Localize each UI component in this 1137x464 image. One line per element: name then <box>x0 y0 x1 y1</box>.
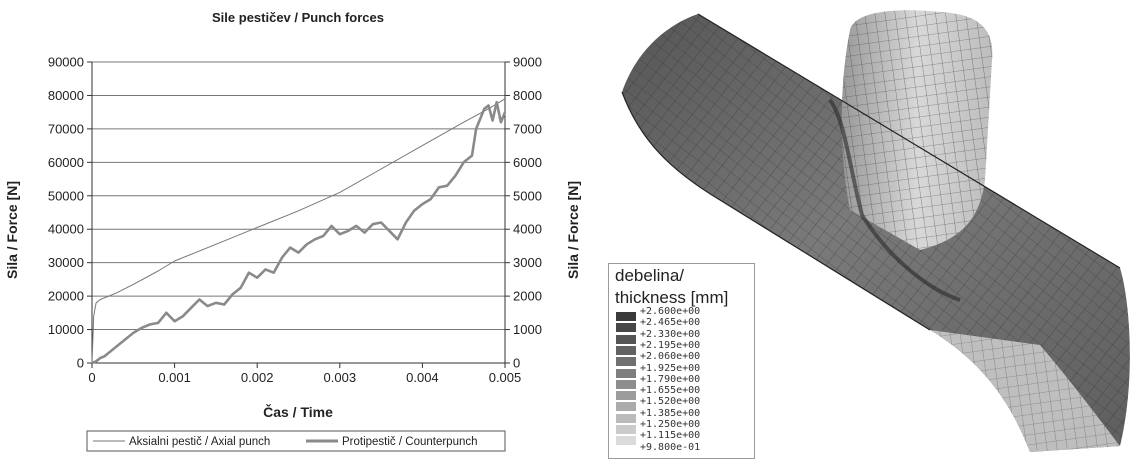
thickness-tick-10: +1.385e+00 <box>640 407 701 419</box>
y-tick-label-left: 80000 <box>48 88 84 103</box>
thickness-swatch-1 <box>616 312 636 321</box>
thickness-swatch-8 <box>616 391 636 401</box>
y-tick-label-left: 0 <box>77 356 84 371</box>
y-tick-label-right: 6000 <box>513 155 542 170</box>
y-ticks-left: 0 10000 20000 30000 40000 50000 60000 70000 8000… <box>48 55 84 371</box>
y-tick-label-left: 60000 <box>48 155 84 170</box>
thickness-tick-9: +1.520e+00 <box>640 396 701 408</box>
punch-forces-chart: Sile pestičev / Punch forces 0 10000 20000… <box>4 10 581 452</box>
thickness-tick-8: +1.655e+00 <box>640 385 701 397</box>
series-lines <box>91 98 507 365</box>
legend-label-axial: Aksialni pestič / Axial punch <box>129 436 270 448</box>
thickness-legend-title-1: debelina/ <box>615 266 685 285</box>
thickness-tick-6: +1.925e+00 <box>640 362 701 374</box>
grid-lines <box>92 61 505 331</box>
thickness-tick-7: +1.790e+00 <box>640 373 701 385</box>
thickness-tick-2: +2.465e+00 <box>640 317 701 329</box>
fem-thickness-render <box>600 0 1137 459</box>
y-tick-label-right: 3000 <box>513 255 542 270</box>
thickness-tick-11: +1.250e+00 <box>640 419 701 430</box>
y-tick-label-right: 8000 <box>513 88 542 103</box>
y-tick-label-left: 10000 <box>48 322 84 337</box>
x-tick-label: 0 <box>88 370 95 385</box>
thickness-swatch-3 <box>616 334 636 344</box>
x-tick-label: 0.005 <box>489 370 522 385</box>
thickness-swatch-9 <box>616 402 636 412</box>
axes <box>87 61 510 368</box>
thickness-tick-12: +1.115e+00 <box>640 430 701 442</box>
y-tick-label-right: 2000 <box>513 289 542 304</box>
thickness-swatch-2 <box>616 323 636 333</box>
thickness-tick-13: +9.800e-01 <box>640 441 701 453</box>
x-tick-label: 0.001 <box>158 370 191 385</box>
y-tick-label-left: 30000 <box>48 255 84 270</box>
thickness-tick-4: +2.195e+00 <box>640 339 701 351</box>
chart-svg: Sile pestičev / Punch forces 01000020000… <box>4 10 581 452</box>
y-axis-label-left: Sila / Force [N] <box>4 181 20 279</box>
thickness-swatch-11 <box>616 425 636 434</box>
chart-title: Sile pestičev / Punch forces <box>212 10 384 25</box>
thickness-legend: debelina/ thickness [mm] +2.600e+00 +2.4… <box>608 263 755 459</box>
x-ticks: 0 0.001 0.002 0.003 0.004 0.005 <box>88 370 521 385</box>
y-tick-label-right: 9000 <box>513 55 542 70</box>
thickness-swatch-4 <box>616 345 636 355</box>
y-axis-label-right: Sila / Force [N] <box>565 181 581 279</box>
y-tick-label-right: 4000 <box>513 222 542 237</box>
thickness-swatch-6 <box>616 368 636 378</box>
legend-frame <box>86 430 506 452</box>
y-tick-label-left: 20000 <box>48 289 84 304</box>
branch-seam <box>828 98 961 302</box>
y-tick-label-left: 50000 <box>48 188 84 203</box>
x-tick-label: 0.002 <box>241 370 274 385</box>
y-tick-label-right: 1000 <box>513 322 542 337</box>
x-tick-label: 0.004 <box>406 370 439 385</box>
series-counterpunch <box>91 100 507 365</box>
series-axial-punch <box>91 98 506 364</box>
y-ticks-right: 0 1000 2000 3000 4000 5000 6000 7000 8000 9000 <box>513 55 542 371</box>
chart-legend: Aksialni pestič / Axial punch Protipesti… <box>86 430 506 452</box>
thickness-swatch-5 <box>616 357 636 367</box>
thickness-tick-3: +2.330e+00 <box>640 328 701 340</box>
legend-label-counter: Protipestič / Counterpunch <box>342 436 478 448</box>
y-tick-label-left: 40000 <box>48 222 84 237</box>
y-tick-label-right: 5000 <box>513 188 542 203</box>
x-tick-label: 0.003 <box>324 370 357 385</box>
y-tick-label-right: 0 <box>513 356 520 371</box>
thickness-tick-5: +2.060e+00 <box>640 351 701 363</box>
thickness-swatch-10 <box>616 413 636 423</box>
y-tick-label-left: 70000 <box>48 121 84 136</box>
thickness-swatch-12 <box>616 436 636 446</box>
y-tick-label-left: 90000 <box>48 55 84 70</box>
tee-tube-mesh <box>621 10 1130 452</box>
y-tick-label-right: 7000 <box>513 121 542 136</box>
thickness-swatch-7 <box>616 379 636 389</box>
x-axis-label: Čas / Time <box>263 403 333 420</box>
thickness-tick-1: +2.600e+00 <box>640 306 701 317</box>
thickness-legend-title-2: thickness [mm] <box>615 288 729 307</box>
